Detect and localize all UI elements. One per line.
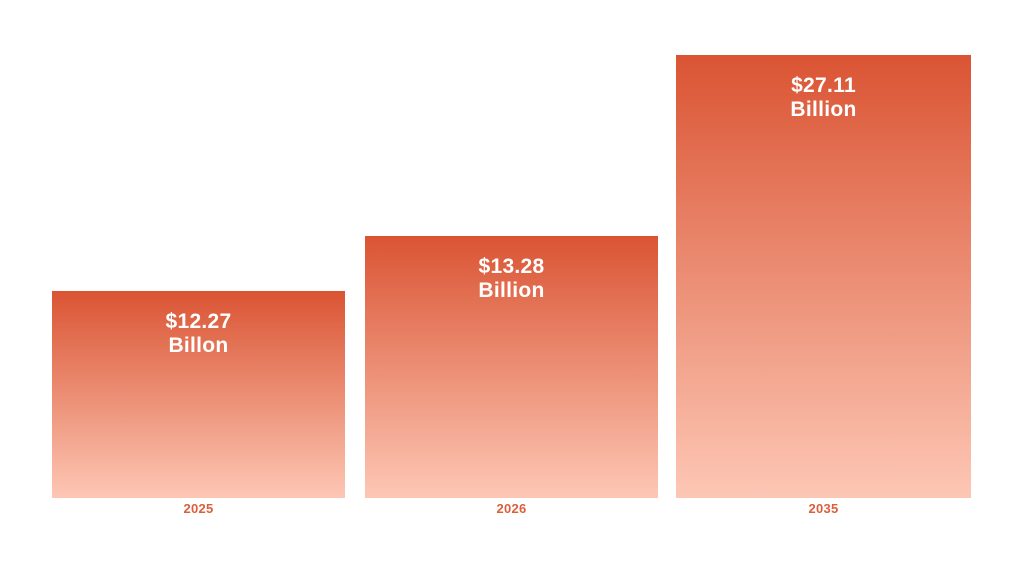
bar-2025-value-amount: $12.27 <box>165 310 232 333</box>
bar-2035-value-amount: $27.11 <box>791 74 856 97</box>
bar-2026: $13.28 Billion <box>365 236 658 498</box>
bar-2035-value-unit: Billion <box>790 98 857 122</box>
x-axis-label-2035: 2035 <box>808 501 839 516</box>
x-axis-label-2026: 2026 <box>496 501 527 516</box>
bar-2035-value-label: $27.11 Billion <box>676 55 971 122</box>
bar-2026-value-amount: $13.28 <box>478 255 545 278</box>
bar-2025-value-unit: Billon <box>168 334 229 358</box>
x-axis-label-2025: 2025 <box>183 501 214 516</box>
bar-2026-value-label: $13.28 Billion <box>365 236 658 303</box>
bar-2026-value-unit: Billion <box>478 279 545 303</box>
bar-2025: $12.27 Billon <box>52 291 345 498</box>
bar-2035: $27.11 Billion <box>676 55 971 498</box>
bar-2025-value-label: $12.27 Billon <box>52 291 345 358</box>
